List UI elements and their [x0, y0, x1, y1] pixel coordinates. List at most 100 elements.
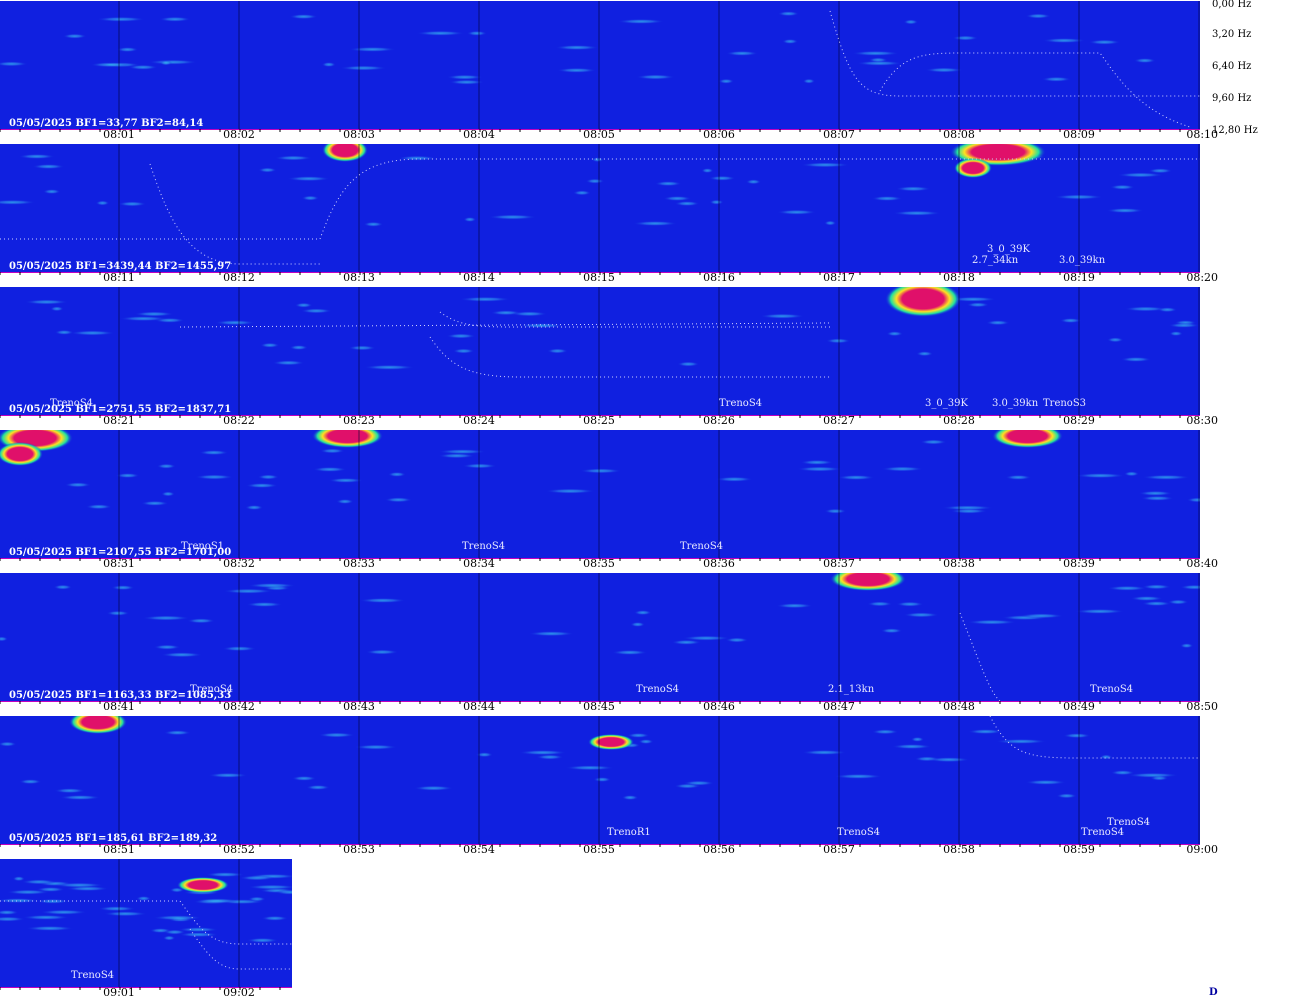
- time-tick-label: 08:32: [223, 557, 255, 570]
- time-tick-label: 08:29: [1063, 414, 1095, 427]
- time-tick-label: 08:55: [583, 843, 615, 856]
- time-tick-label: 08:03: [343, 128, 375, 141]
- time-tick-label: 08:20: [1186, 271, 1219, 284]
- spectral-streak: [851, 50, 900, 56]
- spectral-streak: [348, 46, 396, 52]
- time-axis-ticks: [0, 701, 1200, 704]
- time-tick-label: 08:08: [943, 128, 975, 141]
- spectral-streak: [463, 216, 477, 222]
- spectrogram-canvas: [24, 287, 1200, 415]
- spectral-streak: [801, 749, 847, 755]
- spectral-streak: [511, 311, 548, 317]
- spectral-streak: [871, 729, 899, 735]
- spectral-streak: [1148, 168, 1173, 174]
- time-tick-label: 08:37: [823, 557, 855, 570]
- hot-event-blob: [0, 442, 43, 466]
- time-tick-label: 08:11: [103, 271, 135, 284]
- hot-event-blob: [69, 716, 127, 734]
- spectral-streak: [0, 61, 28, 67]
- spectral-streak: [663, 195, 692, 201]
- spectral-streak: [633, 610, 652, 616]
- spectral-streak: [239, 875, 275, 881]
- spectral-streak: [759, 313, 805, 319]
- event-annotation: 3_0_39K: [925, 398, 968, 409]
- time-tick-label: 08:54: [463, 843, 495, 856]
- event-annotation: TrenoS4: [50, 398, 94, 409]
- time-tick-label: 08:45: [583, 700, 615, 713]
- spectral-streak: [617, 18, 665, 24]
- spectral-streak: [222, 588, 274, 594]
- spectral-streak: [966, 302, 990, 308]
- spectral-streak: [1075, 473, 1126, 479]
- spectral-streak: [387, 471, 406, 477]
- spectral-streak: [725, 50, 759, 56]
- spectral-streak: [0, 636, 9, 642]
- event-annotation: TrenoS4: [680, 541, 724, 552]
- time-tick-label: 08:41: [103, 700, 135, 713]
- time-tick-label: 08:44: [463, 700, 495, 713]
- spectral-streak: [824, 508, 847, 514]
- time-tick-label: 08:09: [1063, 128, 1095, 141]
- spectral-streak: [12, 876, 25, 882]
- spectral-streak: [903, 19, 919, 25]
- spectrogram-canvas: [0, 430, 1200, 558]
- spectral-streak: [359, 597, 406, 603]
- time-tick-label: 08:59: [1063, 843, 1095, 856]
- spectral-streak: [19, 779, 42, 785]
- time-tick-label: 08:19: [1063, 271, 1095, 284]
- event-annotation: TrenoR1: [607, 827, 651, 838]
- event-annotation: TrenoS4: [837, 827, 881, 838]
- spectral-streak: [892, 210, 942, 216]
- spectral-streak: [289, 14, 318, 20]
- spectral-streak: [910, 736, 925, 742]
- time-tick-label: 08:49: [1063, 700, 1095, 713]
- spectral-streak: [53, 882, 105, 888]
- time-tick-label: 08:13: [343, 271, 375, 284]
- time-tick-label: 08:33: [343, 557, 375, 570]
- spectral-streak: [36, 886, 65, 892]
- spectral-streak: [18, 153, 55, 159]
- spectral-streak: [156, 463, 176, 469]
- spectral-streak: [611, 649, 648, 655]
- freq-label: 12,80 Hz: [1212, 125, 1258, 136]
- freq-label: 3,20 Hz: [1212, 29, 1252, 40]
- freq-label: 0,00 Hz: [1212, 0, 1252, 10]
- spectral-streak: [115, 473, 140, 479]
- spectral-streak: [134, 311, 174, 317]
- time-axis-ticks: [0, 844, 1200, 847]
- event-annotation: 3.0_39kn: [1059, 255, 1106, 266]
- time-axis: 08:31 08:32 08:33 08:34 08:35 08:36 08:37 08:38…: [0, 557, 1218, 572]
- freq-label: 9,60 Hz: [1212, 93, 1252, 104]
- spectral-streak: [1041, 76, 1072, 82]
- spectral-streak: [1107, 585, 1147, 591]
- spectral-streak: [1123, 471, 1140, 477]
- spectral-streak: [1124, 306, 1167, 312]
- spectral-streak: [895, 186, 931, 192]
- hot-event-blob: [588, 734, 634, 750]
- spectrogram-panel: 05/05/2025 BF1=2751,55 BF2=1837,71: [0, 287, 1200, 415]
- spectral-streak: [291, 775, 317, 781]
- spectral-streak: [715, 476, 753, 482]
- time-tick-label: 09:00: [1186, 843, 1219, 856]
- spectral-streak: [967, 619, 1017, 625]
- spectral-streak: [305, 784, 330, 790]
- spectral-streak: [336, 499, 354, 505]
- spectral-streak: [245, 483, 279, 489]
- time-tick-label: 08:26: [703, 414, 735, 427]
- spectral-streak: [867, 601, 893, 607]
- time-tick-label: 08:38: [943, 557, 975, 570]
- spectral-streak: [0, 909, 19, 915]
- freq-label: 6,40 Hz: [1212, 61, 1252, 72]
- spectral-streak: [0, 916, 26, 922]
- time-tick-label: 08:40: [1186, 557, 1219, 570]
- spectral-streak: [545, 488, 596, 494]
- spectral-streak: [1088, 39, 1121, 45]
- row-info-label: 05/05/2025 BF1=3439,44 BF2=1455,97: [9, 261, 232, 272]
- hot-event-blob: [830, 573, 906, 591]
- time-tick-label: 08:10: [1186, 128, 1219, 141]
- row-info-label: 05/05/2025 BF1=1163,33 BF2=1085,33: [9, 690, 232, 701]
- time-axis: 08:21 08:22 08:23 08:24 08:25 08:26 08:27 08:28…: [0, 414, 1218, 429]
- spectral-streak: [462, 463, 497, 469]
- spectral-streak: [261, 915, 289, 921]
- spectral-streak: [196, 898, 239, 904]
